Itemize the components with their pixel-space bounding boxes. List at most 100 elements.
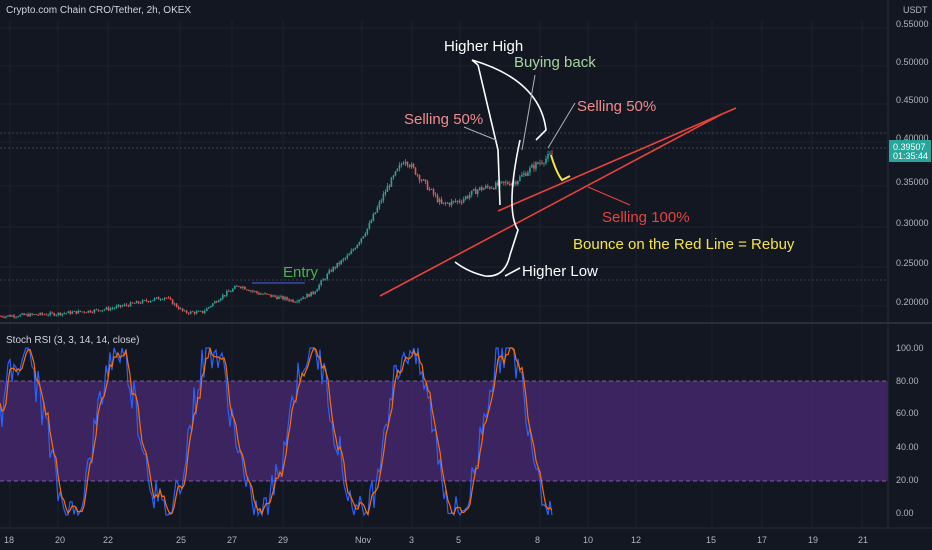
annotation-buying-back[interactable]: Buying back [514,54,596,71]
candle-body [47,314,49,316]
candle-body [412,164,415,168]
candle-body [519,176,521,181]
time-axis[interactable]: 18 20 22 25 27 29 Nov 3 5 8 10 12 15 17 … [4,535,868,545]
candle-body [426,181,429,190]
candle-body [394,171,397,176]
bar-countdown: 01:35:44 [893,151,928,161]
stoch-tick: 0.00 [896,508,914,518]
indicator-axis[interactable]: 100.00 80.00 60.00 40.00 20.00 0.00 [896,343,924,518]
candle-body [55,314,58,316]
candle-body [151,300,154,302]
candle-body [380,200,383,203]
candle-body [75,311,78,314]
candle-body [157,297,160,300]
higher-high-bracket[interactable] [471,59,547,141]
candle-body [41,312,43,315]
price-axis[interactable]: 0.55000 0.50000 0.45000 0.40000 0.35000 … [896,19,929,307]
candle-body [390,177,393,187]
indicator-title[interactable]: Stoch RSI (3, 3, 14, 14, close) [6,335,139,346]
candle-body [111,308,114,309]
candle-body [282,296,284,300]
candle-body [364,233,367,237]
candle-body [318,284,320,290]
candle-body [424,179,427,182]
annotation-higher-low[interactable]: Higher Low [522,263,598,280]
time-tick: 17 [757,535,767,545]
price-tick: 0.45000 [896,95,929,105]
annotation-higher-high[interactable]: Higher High [444,38,523,55]
candle-body [65,313,68,314]
trendline-upper[interactable] [497,107,737,212]
stoch-tick: 60.00 [896,408,919,418]
candle-body [300,298,302,300]
candle-body [342,258,345,261]
candle-body [177,306,180,310]
candle-body [187,312,190,314]
candle-body [523,173,525,175]
annotation-selling-50-left[interactable]: Selling 50% [404,111,483,128]
symbol-title[interactable]: Crypto.com Chain CRO/Tether, 2h, OKEX [6,5,191,16]
candle-body [276,296,278,300]
candle-body [21,313,23,315]
candle-body [173,303,176,305]
candle-body [304,297,306,299]
candle-body [290,299,292,301]
higher-low-bracket[interactable] [454,139,521,277]
candle-body [308,294,310,297]
candle-body [87,310,90,313]
current-price-value: 0.39507 [893,142,926,152]
candle-body [246,289,248,291]
time-tick: 12 [631,535,641,545]
annotation-entry[interactable]: Entry [283,264,319,281]
candle-body [57,312,60,315]
stoch-d-line[interactable] [0,347,553,516]
candle-body [476,189,479,195]
candle-body [460,202,463,203]
candle-body [517,180,519,185]
candle-body [294,302,296,303]
candle-body [145,300,148,302]
candle-body [416,174,419,176]
candle-body [296,301,298,303]
candle-body [69,311,72,314]
candle-body [165,297,168,299]
time-tick: 3 [409,535,414,545]
current-price-badge [889,140,931,162]
candle-body [59,312,62,316]
candlestick-series[interactable] [0,150,553,319]
candle-body [95,309,98,311]
candle-body [458,200,461,203]
candle-body [452,200,455,202]
candle-body [535,162,537,169]
candle-body [354,248,357,250]
price-tick: 0.35000 [896,177,929,187]
annotation-selling-50-right[interactable]: Selling 50% [577,98,656,115]
candle-body [13,315,15,318]
annotation-bounce-rebuy[interactable]: Bounce on the Red Line = Rebuy [573,236,795,253]
candle-body [406,161,409,166]
candle-body [529,167,531,173]
buying-back-pointer [521,74,536,151]
candle-body [15,316,17,318]
stoch-k-line[interactable] [0,347,553,518]
annotation-selling-100[interactable]: Selling 100% [602,209,690,226]
candle-body [77,310,80,314]
candle-body [484,185,487,189]
candle-body [497,182,499,186]
candle-body [147,301,150,303]
time-tick: 5 [456,535,461,545]
candle-body [272,295,274,297]
candle-body [472,189,475,191]
candle-body [264,293,266,295]
candle-body [492,188,495,190]
candle-body [61,313,64,316]
candle-body [83,311,86,313]
candle-body [175,303,178,307]
candle-body [274,295,276,297]
candle-body [81,311,84,313]
candle-body [513,181,515,184]
trendline-lower[interactable] [379,113,723,297]
candle-body [549,153,551,155]
